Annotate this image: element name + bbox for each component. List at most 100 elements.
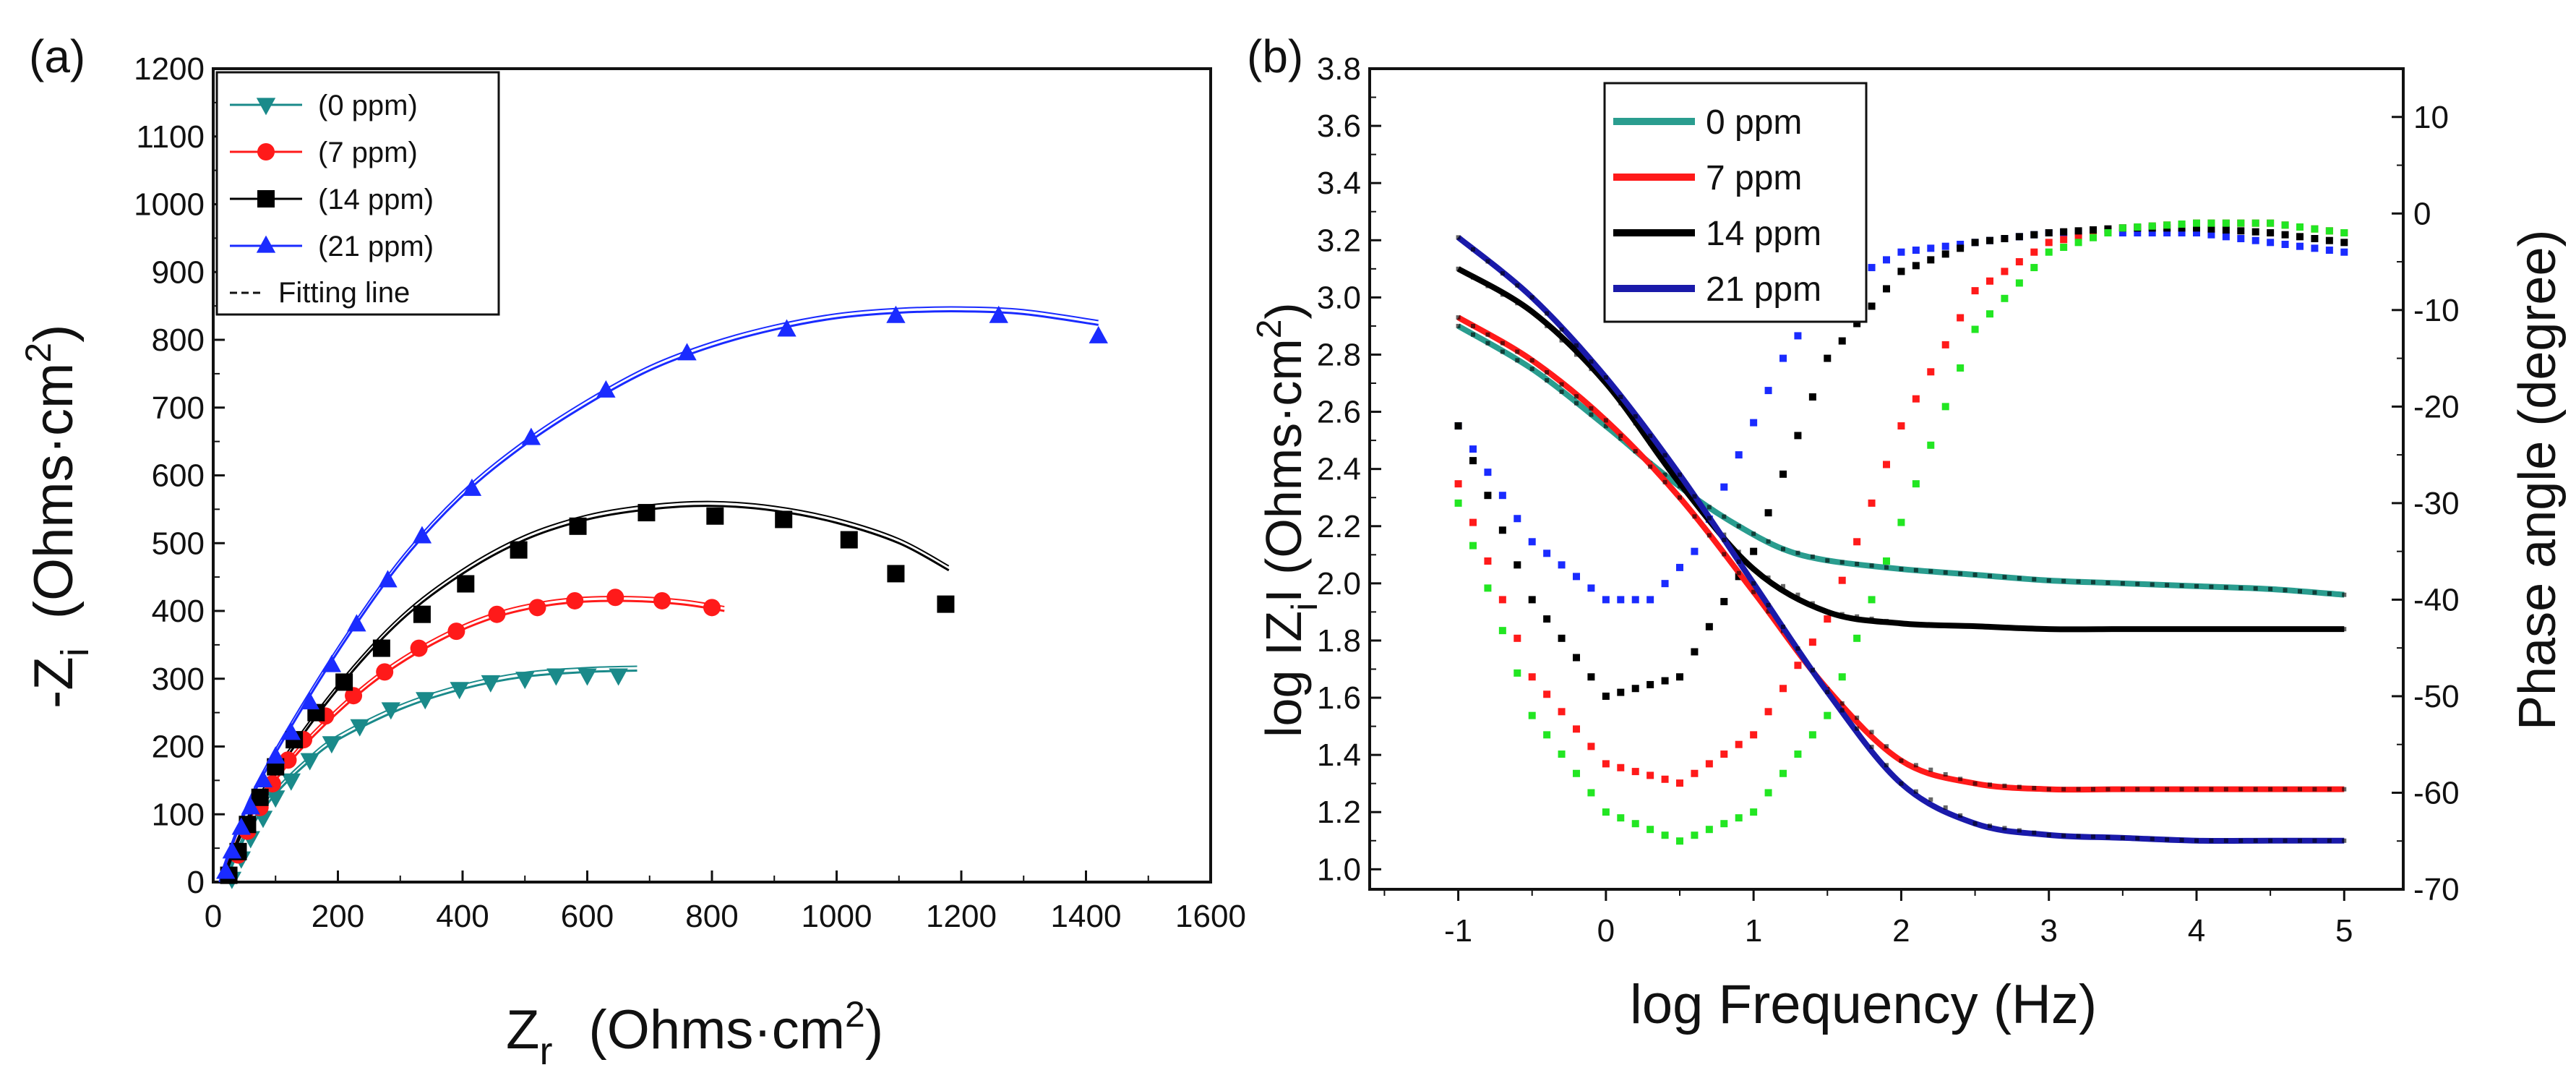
- phase-point: [2237, 227, 2245, 235]
- phase-point: [2030, 248, 2038, 256]
- data-point: [345, 687, 363, 705]
- phase-point: [1661, 831, 1669, 839]
- magnitude-point: [1545, 369, 1550, 375]
- magnitude-point: [1648, 464, 1653, 469]
- phase-point: [1883, 285, 1890, 293]
- panel-b-y-tick-label: 2.8: [1317, 337, 1361, 372]
- magnitude-point: [1869, 745, 1874, 750]
- magnitude-point: [2002, 826, 2007, 831]
- magnitude-point: [2268, 586, 2273, 591]
- magnitude-point: [2253, 627, 2258, 632]
- magnitude-point: [1839, 560, 1845, 565]
- panel-a-x-tick-label: 1200: [926, 899, 997, 934]
- panel-b-y-tick-label: 1.0: [1317, 852, 1361, 887]
- phase-point: [1647, 680, 1654, 688]
- phase-point: [1514, 669, 1521, 677]
- phase-point: [2325, 227, 2333, 235]
- magnitude-point: [2165, 787, 2170, 792]
- magnitude-point: [1795, 592, 1800, 597]
- magnitude-point: [2312, 590, 2317, 595]
- phase-point: [2222, 226, 2230, 234]
- panel-b-y-axis-sub: i: [1284, 603, 1325, 611]
- phase-point: [1957, 314, 1965, 322]
- magnitude-point: [1928, 797, 1933, 802]
- phase-point: [2178, 224, 2186, 232]
- panel-b-y-axis-label: log IZiI (Ohms·cm2): [1250, 302, 1325, 737]
- panel-a-x-tick-label: 0: [205, 899, 222, 934]
- magnitude-point: [1884, 619, 1889, 624]
- magnitude-point: [2283, 838, 2288, 843]
- magnitude-point: [2312, 787, 2317, 792]
- phase-point: [2060, 228, 2068, 236]
- phase-point: [1587, 673, 1595, 681]
- data-point: [378, 570, 398, 588]
- magnitude-point: [2179, 583, 2184, 589]
- phase-point: [2325, 247, 2333, 254]
- phase-point: [1868, 264, 1876, 272]
- phase-point: [1602, 760, 1610, 768]
- magnitude-point: [1515, 283, 1520, 288]
- magnitude-point: [2253, 838, 2258, 843]
- magnitude-point: [1972, 572, 1978, 577]
- magnitude-point: [1678, 495, 1682, 500]
- magnitude-point: [1943, 570, 1948, 575]
- phase-point: [1543, 549, 1551, 557]
- magnitude-point: [2120, 787, 2125, 792]
- panel-b-y-axis-sup: 2: [1250, 320, 1289, 339]
- phase-point: [1587, 743, 1595, 750]
- magnitude-point: [1545, 323, 1550, 328]
- phase-point: [1838, 337, 1846, 345]
- data-point: [462, 478, 482, 496]
- phase-point: [1498, 596, 1506, 604]
- magnitude-point: [1766, 539, 1771, 544]
- phase-point: [1883, 256, 1890, 264]
- magnitude-curve-3: [1456, 235, 2345, 844]
- phase-point: [1661, 775, 1669, 783]
- magnitude-point: [2076, 579, 2081, 584]
- phase-point: [1750, 808, 1758, 816]
- magnitude-point: [2253, 787, 2258, 792]
- magnitude-point: [2076, 627, 2081, 632]
- magnitude-point: [1972, 624, 1978, 629]
- phase-point: [2281, 221, 2289, 229]
- magnitude-point: [2076, 787, 2081, 792]
- phase-point: [2001, 268, 2009, 275]
- phase-point: [1735, 451, 1743, 459]
- magnitude-point: [2046, 832, 2051, 837]
- panel-b-y-axis-main: log IZ: [1255, 611, 1312, 737]
- panel-a-y-tick-label: 600: [152, 458, 205, 494]
- phase-point: [1794, 332, 1802, 340]
- magnitude-point: [2209, 838, 2214, 843]
- phase-point: [1498, 526, 1506, 534]
- magnitude-point: [2105, 627, 2111, 632]
- panel-a-x-axis-sub: r: [539, 1030, 552, 1073]
- magnitude-point: [1574, 343, 1579, 348]
- phase-point: [2045, 239, 2053, 247]
- panel-b-y-tick-label: 3.8: [1317, 51, 1361, 87]
- magnitude-point: [2327, 591, 2332, 596]
- data-point: [606, 589, 624, 607]
- magnitude-point: [2268, 627, 2273, 632]
- phase-point: [2001, 235, 2009, 243]
- phase-point: [1528, 538, 1536, 546]
- magnitude-point: [1485, 332, 1490, 337]
- phase-point: [2193, 229, 2200, 236]
- phase-point: [1617, 688, 1625, 696]
- panel-a-y-tick-label: 1000: [134, 187, 205, 223]
- phase-point: [1514, 634, 1521, 642]
- phase-point: [1897, 518, 1905, 526]
- phase-point: [1617, 763, 1625, 771]
- panel-a-x-axis-close: ): [865, 999, 883, 1061]
- data-point: [637, 504, 656, 522]
- magnitude-point: [2032, 577, 2037, 582]
- panel-b-y-tick-label: 2.0: [1317, 566, 1361, 602]
- magnitude-point: [1810, 554, 1815, 559]
- phase-point: [1647, 826, 1654, 834]
- magnitude-point: [1825, 690, 1830, 695]
- phase-point: [2015, 258, 2023, 266]
- phase-point: [2281, 241, 2289, 249]
- panel-b-y-tick-label: 3.6: [1317, 108, 1361, 144]
- phase-point: [2340, 229, 2348, 236]
- data-point: [300, 753, 319, 771]
- panel-b-y-tick-label: 2.2: [1317, 509, 1361, 544]
